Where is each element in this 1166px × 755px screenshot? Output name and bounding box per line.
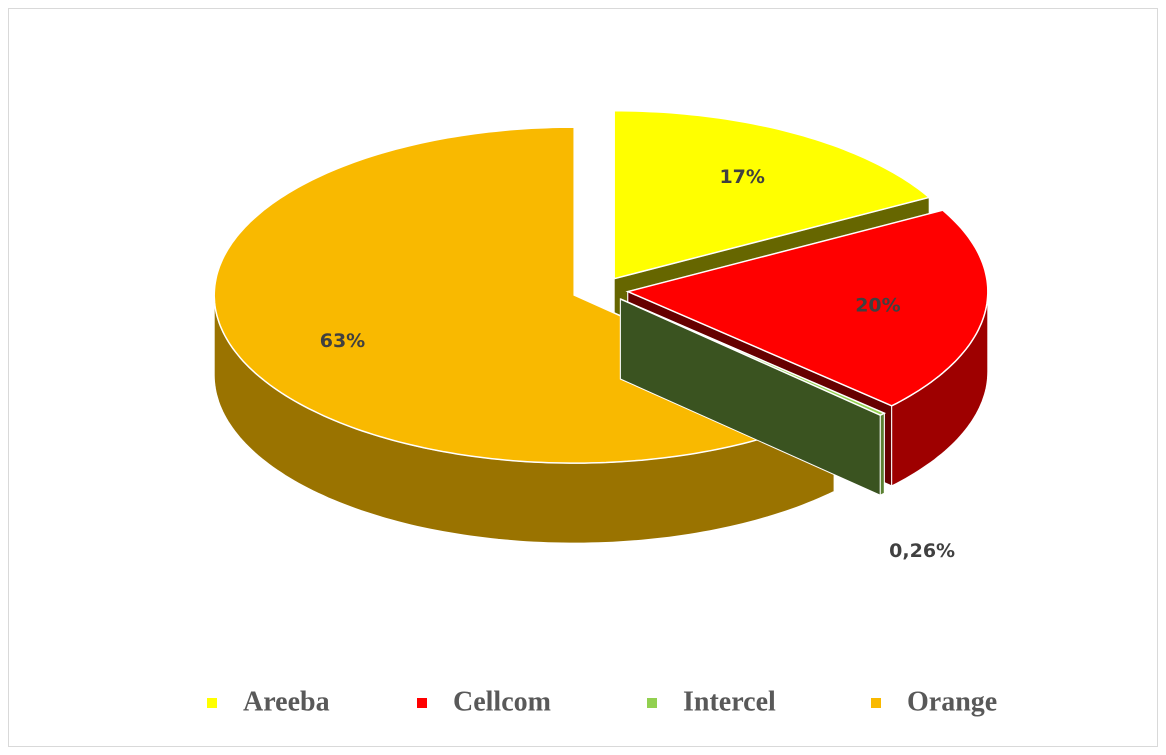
- slice: [613, 109, 931, 280]
- slice-side: [879, 412, 885, 497]
- data-label: 17%: [719, 166, 764, 188]
- legend-marker: [417, 698, 427, 708]
- legend: Areeba Cellcom Intercel Orange: [207, 686, 997, 717]
- legend-marker: [647, 698, 657, 708]
- slice: [625, 209, 989, 407]
- data-label: 63%: [320, 330, 365, 352]
- data-label: 0,26%: [889, 540, 955, 562]
- legend-label: Cellcom: [453, 686, 551, 717]
- legend-marker: [207, 698, 217, 708]
- legend-label: Orange: [907, 686, 997, 717]
- slice: [620, 298, 887, 417]
- legend-label: Areeba: [243, 686, 330, 717]
- data-label: 20%: [855, 294, 900, 316]
- pie: 17% 20% 0,26% 63%: [213, 109, 989, 562]
- legend-label: Intercel: [683, 686, 776, 717]
- legend-marker: [871, 698, 881, 708]
